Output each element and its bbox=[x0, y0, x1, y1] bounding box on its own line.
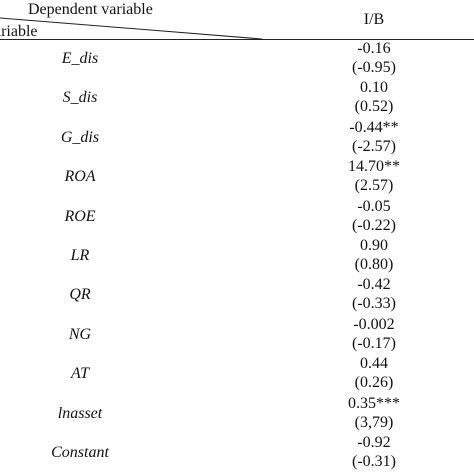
t-statistic-value: (-0.95) bbox=[352, 59, 396, 76]
coefficient-value: 0.90 bbox=[360, 237, 388, 254]
coefficient-value: -0.44** bbox=[349, 118, 399, 136]
t-statistic-value: (-0.31) bbox=[352, 453, 396, 470]
table-row: lnasset 0.35*** (3,79) bbox=[0, 395, 474, 433]
t-statistic-value: (0.26) bbox=[354, 374, 394, 392]
t-statistic-value: (-2.57) bbox=[352, 137, 396, 155]
variable-name: S_dis bbox=[62, 89, 98, 107]
variable-name: G_dis bbox=[60, 128, 100, 146]
t-statistic-value: (-0.17) bbox=[352, 334, 396, 352]
variable-name: LR bbox=[70, 247, 90, 264]
table-row: Constant -0.92 (-0.31) bbox=[0, 434, 474, 472]
table-row: AT 0.44 (0.26) bbox=[0, 355, 474, 393]
coefficient-value: -0.42 bbox=[357, 276, 391, 294]
coefficient-value: 0.10 bbox=[360, 79, 388, 97]
coefficient-value: -0.16 bbox=[357, 40, 391, 57]
coefficient-value: -0.92 bbox=[357, 434, 391, 451]
t-statistic-value: (-0.33) bbox=[352, 295, 396, 313]
table-row: ROE -0.05 (-0.22) bbox=[0, 198, 474, 236]
coefficient-value: -0.002 bbox=[353, 315, 395, 333]
variable-name: QR bbox=[69, 286, 91, 304]
coefficient-value: 14.70** bbox=[348, 158, 400, 176]
t-statistic-value: (2.57) bbox=[354, 177, 394, 195]
column-header-ib: I/B bbox=[363, 11, 385, 28]
variable-label: ariable bbox=[0, 23, 38, 40]
table-row: QR -0.42 (-0.33) bbox=[0, 276, 474, 314]
table-row: S_dis 0.10 (0.52) bbox=[0, 79, 474, 117]
table-row: E_dis -0.16 (-0.95) bbox=[0, 40, 474, 78]
variable-name: ROE bbox=[64, 207, 96, 225]
table-row: ROA 14.70** (2.57) bbox=[0, 158, 474, 196]
dependent-variable-label: Dependent variable bbox=[28, 1, 153, 18]
variable-name: Constant bbox=[51, 444, 109, 461]
variable-name: AT bbox=[70, 365, 90, 383]
header-rule bbox=[0, 39, 474, 40]
coefficient-value: 0.35*** bbox=[348, 394, 400, 412]
t-statistic-value: (0.80) bbox=[354, 256, 394, 273]
table-row: NG -0.002 (-0.17) bbox=[0, 316, 474, 354]
header-diagonal-line bbox=[0, 17, 263, 40]
table-row: G_dis -0.44** (-2.57) bbox=[0, 119, 474, 157]
variable-name: ROA bbox=[64, 168, 96, 186]
coefficient-value: 0.44 bbox=[360, 355, 388, 373]
coefficient-value: -0.05 bbox=[357, 197, 391, 215]
variable-name: NG bbox=[68, 325, 92, 343]
variable-name: E_dis bbox=[61, 50, 99, 67]
variable-name: lnasset bbox=[57, 404, 103, 422]
t-statistic-value: (3,79) bbox=[354, 413, 394, 431]
t-statistic-value: (-0.22) bbox=[352, 216, 396, 234]
table-header: Dependent variable ariable I/B bbox=[0, 0, 474, 40]
table-row: LR 0.90 (0.80) bbox=[0, 237, 474, 275]
t-statistic-value: (0.52) bbox=[354, 98, 394, 116]
